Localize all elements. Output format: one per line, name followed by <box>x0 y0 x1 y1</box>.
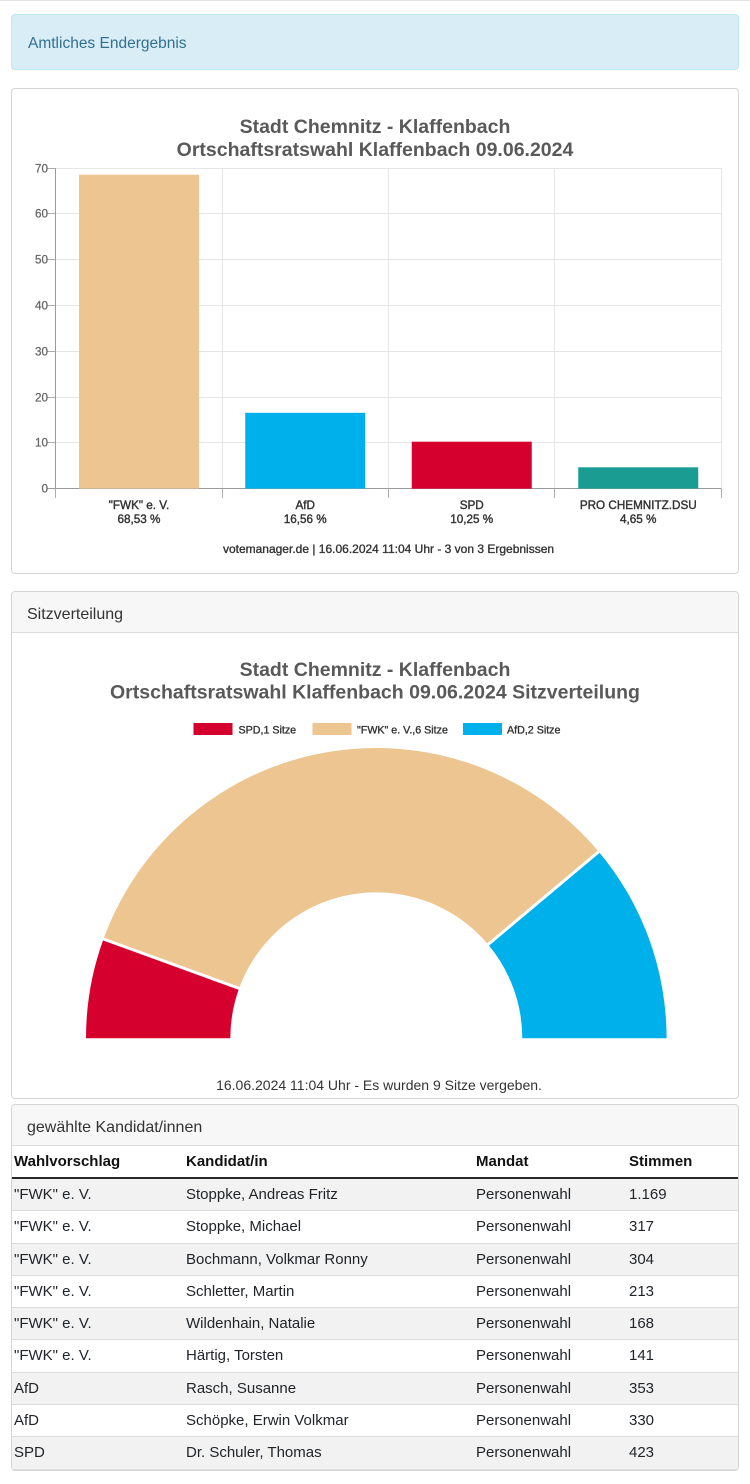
svg-text:votemanager.de | 16.06.2024 11: votemanager.de | 16.06.2024 11:04 Uhr - … <box>223 542 554 556</box>
svg-text:"FWK" e. V.: "FWK" e. V. <box>109 499 169 512</box>
svg-text:70: 70 <box>35 163 49 176</box>
svg-text:PRO CHEMNITZ.DSU: PRO CHEMNITZ.DSU <box>580 499 697 512</box>
svg-text:4,65 %: 4,65 % <box>620 513 656 526</box>
svg-text:20: 20 <box>35 392 49 405</box>
svg-text:10,25 %: 10,25 % <box>450 513 493 526</box>
svg-text:16,56 %: 16,56 % <box>284 513 327 526</box>
svg-text:10: 10 <box>35 437 49 450</box>
svg-text:SPD: SPD <box>460 499 484 512</box>
svg-text:16.06.2024 11:04 Uhr - Es wurd: 16.06.2024 11:04 Uhr - Es wurden 9 Sitze… <box>216 1077 542 1093</box>
svg-text:30: 30 <box>35 346 49 359</box>
svg-text:"FWK" e. V.,6 Sitze: "FWK" e. V.,6 Sitze <box>357 725 448 737</box>
svg-text:Stadt Chemnitz - Klaffenbach: Stadt Chemnitz - Klaffenbach <box>240 116 511 138</box>
svg-text:AfD: AfD <box>296 499 315 512</box>
svg-text:Stadt Chemnitz - Klaffenbach: Stadt Chemnitz - Klaffenbach <box>240 659 511 681</box>
svg-text:68,53 %: 68,53 % <box>118 513 161 526</box>
svg-text:60: 60 <box>35 208 49 221</box>
svg-text:0: 0 <box>41 483 48 496</box>
svg-text:SPD,1 Sitze: SPD,1 Sitze <box>239 725 297 737</box>
svg-text:AfD,2 Sitze: AfD,2 Sitze <box>507 725 561 737</box>
svg-text:Ortschaftsratswahl Klaffenbach: Ortschaftsratswahl Klaffenbach 09.06.202… <box>110 682 640 704</box>
svg-text:50: 50 <box>35 254 49 267</box>
svg-text:40: 40 <box>35 300 49 313</box>
svg-text:Ortschaftsratswahl Klaffenbach: Ortschaftsratswahl Klaffenbach 09.06.202… <box>177 139 574 161</box>
